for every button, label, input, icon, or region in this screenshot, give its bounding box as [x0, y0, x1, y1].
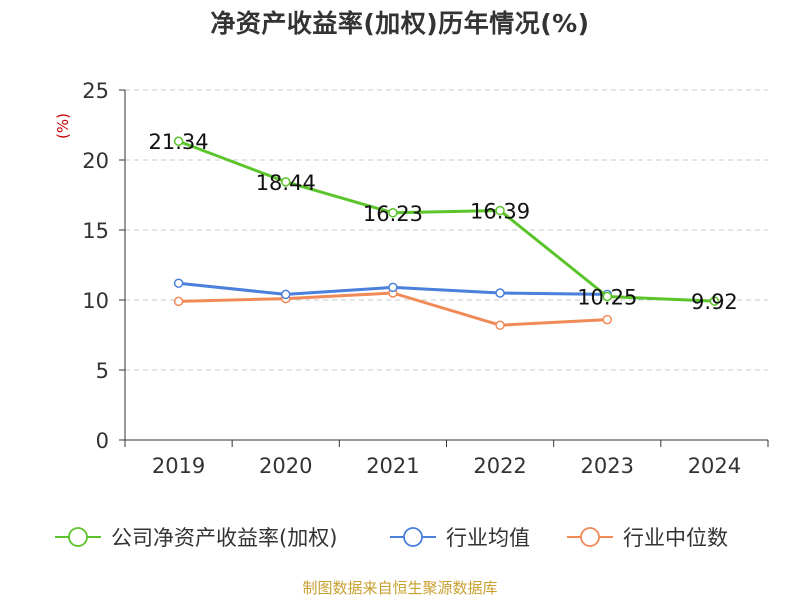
legend-label: 行业均值	[446, 526, 530, 550]
legend-swatch-marker	[403, 527, 423, 547]
x-tick-label: 2024	[688, 454, 741, 478]
y-axis-label: (%)	[54, 113, 72, 139]
axes: 0 5 10 15 20 25 2019 2020 2021 2022 2023 2024	[82, 79, 769, 478]
data-label: 18.44	[256, 171, 316, 195]
y-tick-label: 0	[96, 429, 109, 453]
data-point	[173, 296, 184, 307]
data-point	[495, 320, 505, 330]
y-tick-label: 20	[82, 149, 109, 173]
series-line-0	[178, 139, 715, 303]
x-tick-label: 2022	[473, 454, 526, 478]
data-labels: 21.34 18.44 16.23 16.39 10.25 9.92	[149, 130, 738, 314]
data-label: 9.92	[691, 290, 738, 314]
chart-title: 净资产收益率(加权)历年情况(%)	[210, 9, 590, 38]
data-point	[495, 288, 505, 298]
source-note: 制图数据来自恒生聚源数据库	[302, 579, 498, 597]
x-tick-label: 2020	[259, 454, 312, 478]
data-point	[281, 289, 291, 300]
y-tick-label: 10	[82, 289, 109, 313]
data-point	[602, 314, 612, 325]
data-label: 21.34	[149, 130, 209, 154]
data-label: 10.25	[577, 286, 637, 310]
x-tick-label: 2023	[581, 454, 634, 478]
grid-lines	[125, 89, 768, 371]
legend-label: 公司净资产收益率(加权)	[111, 526, 337, 550]
y-tick-label: 15	[82, 219, 109, 243]
data-label: 16.23	[363, 202, 423, 226]
data-point	[388, 208, 398, 218]
data-point	[388, 282, 398, 293]
legend-item-1: 行业均值	[390, 526, 530, 550]
legend-swatch-marker	[68, 527, 88, 547]
data-point	[173, 136, 184, 146]
legend-item-0: 公司净资产收益率(加权)	[55, 526, 337, 550]
data-point	[709, 296, 720, 306]
y-tick-label: 5	[96, 359, 109, 383]
y-tick-label: 25	[82, 79, 109, 103]
data-point	[173, 278, 184, 288]
data-label: 16.39	[470, 200, 530, 224]
x-tick-label: 2019	[152, 454, 205, 478]
data-point	[495, 205, 505, 216]
data-point	[602, 291, 612, 302]
series	[173, 136, 720, 330]
legend-item-2: 行业中位数	[567, 526, 728, 550]
series-line-2	[178, 291, 608, 327]
legend: 公司净资产收益率(加权) 行业均值 行业中位数	[55, 526, 728, 550]
data-point	[281, 177, 291, 187]
legend-label: 行业中位数	[623, 526, 728, 550]
x-tick-label: 2021	[366, 454, 419, 478]
legend-swatch-marker	[580, 527, 600, 547]
